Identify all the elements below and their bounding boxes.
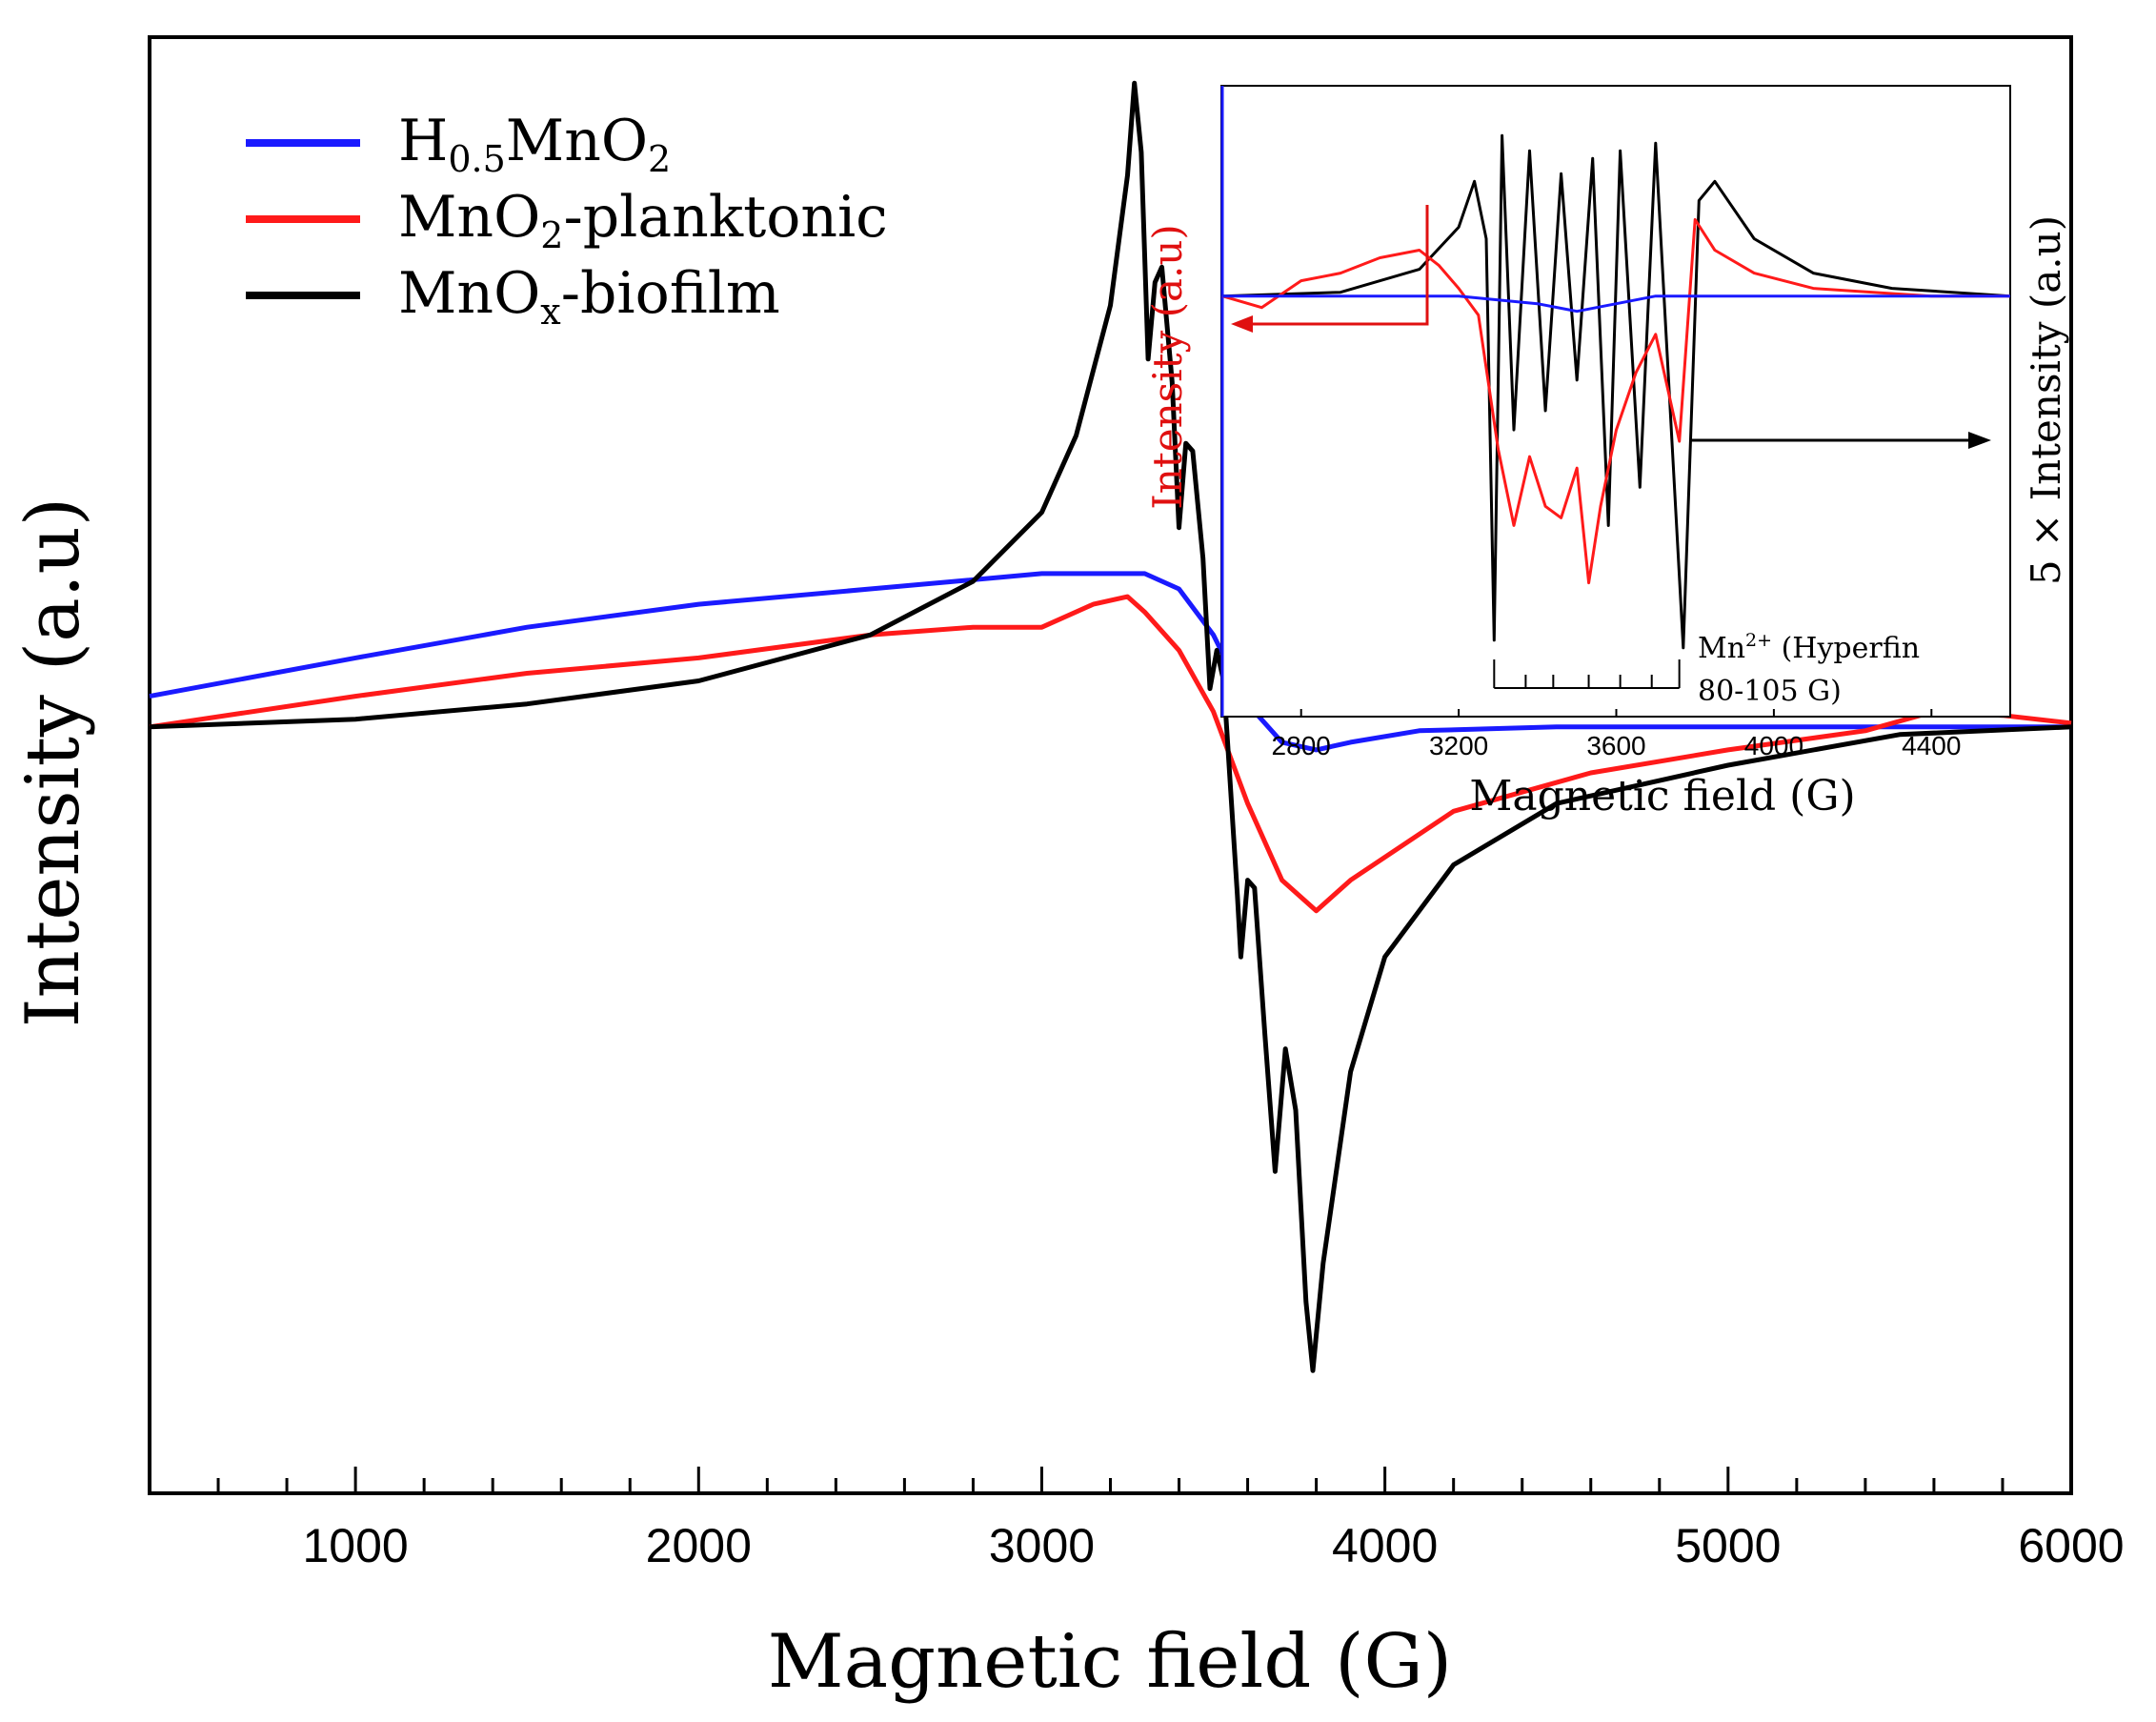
inset-x-tick-label: 4400	[1902, 731, 1961, 760]
red-arrow-path	[1239, 205, 1429, 326]
inset-x-tick-label: 3600	[1586, 731, 1645, 760]
inset-x-tick-label: 4000	[1744, 731, 1803, 760]
inset-x-axis-label: Magnetic field (G)	[1469, 772, 1855, 820]
main-series-line-1	[149, 594, 2072, 914]
inset-x-tick-label: 3200	[1429, 731, 1488, 760]
black-arrow	[1691, 432, 1991, 449]
annotation-mn: Mn	[1698, 632, 1745, 665]
main-series-line-2	[149, 80, 2072, 1373]
main-x-tick-label: 2000	[646, 1519, 752, 1572]
annotation-superscript: 2+	[1745, 630, 1772, 651]
hyperfine-annotation-line2: 80-105 G)	[1698, 675, 1842, 708]
main-x-tick-label: 1000	[302, 1519, 408, 1572]
legend-label: MnO2-planktonic	[398, 184, 888, 256]
main-x-axis-label: Magnetic field (G)	[768, 1619, 1453, 1705]
main-x-tick-label: 4000	[1332, 1519, 1438, 1572]
legend-label-subscript: 2	[540, 214, 563, 256]
red-arrow	[1231, 205, 1429, 333]
main-x-ticks: 1000 2000 3000 4000 5000 6000	[216, 1467, 2125, 1572]
inset-right-y-axis-label: 5 × Intensity (a.u)	[2023, 215, 2069, 585]
inset-series-group	[1221, 133, 2011, 650]
inset-plot-frame	[1220, 85, 2011, 718]
black-arrow-head	[1968, 432, 1991, 449]
legend-label-subscript: x	[540, 291, 560, 333]
legend-label: MnOx-biofilm	[398, 260, 780, 333]
legend-label-part: -biofilm	[561, 260, 780, 327]
main-x-tick-label: 5000	[1675, 1519, 1781, 1572]
main-series-group	[149, 80, 2072, 1373]
legend-label: H0.5MnO2	[398, 108, 671, 180]
legend-label-subscript: 0.5	[448, 138, 505, 180]
legend-label-part: -planktonic	[563, 184, 887, 251]
inset-x-ticks: 2800 3200 3600 4000 4400	[1272, 709, 1961, 760]
inset-series-line-1	[1221, 217, 2010, 585]
main-x-tick-label: 3000	[989, 1519, 1095, 1572]
legend-label-part: H	[398, 108, 448, 174]
hyperfine-annotation-line1: Mn2+ (Hyperfin	[1698, 630, 1920, 665]
hyperfine-bracket	[1493, 659, 1681, 689]
legend-label-part: MnO	[398, 184, 540, 251]
annotation-hyperfin: (Hyperfin	[1772, 632, 1920, 665]
main-plot: 1000 2000 3000 4000 5000 6000 Magnetic field …	[10, 35, 2125, 1705]
legend-label-subscript: 2	[648, 138, 671, 180]
legend-label-part: MnO	[398, 260, 540, 327]
red-arrow-head	[1231, 315, 1253, 333]
main-x-tick-label: 6000	[2018, 1519, 2124, 1572]
inset-left-y-axis-label: Intensity (a.u)	[1144, 224, 1191, 510]
legend-label-part: MnO	[506, 108, 648, 174]
inset-series-line-0	[1221, 133, 2011, 650]
inset-plot: 2800 3200 3600 4000 4400 Magnetic field (G) …	[1144, 85, 2069, 820]
inset-series-line-2	[1222, 294, 2010, 314]
inset-x-tick-label: 2800	[1272, 731, 1331, 760]
main-y-axis-label: Intensity (a.u)	[10, 497, 96, 1027]
main-series-line-0	[149, 571, 2071, 753]
